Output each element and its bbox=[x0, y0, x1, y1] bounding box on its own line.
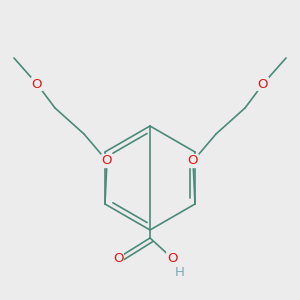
Text: O: O bbox=[188, 154, 198, 167]
Text: H: H bbox=[175, 266, 185, 278]
Text: O: O bbox=[113, 251, 123, 265]
Text: O: O bbox=[32, 77, 42, 91]
Text: O: O bbox=[102, 154, 112, 167]
Text: O: O bbox=[258, 77, 268, 91]
Text: O: O bbox=[167, 251, 177, 265]
